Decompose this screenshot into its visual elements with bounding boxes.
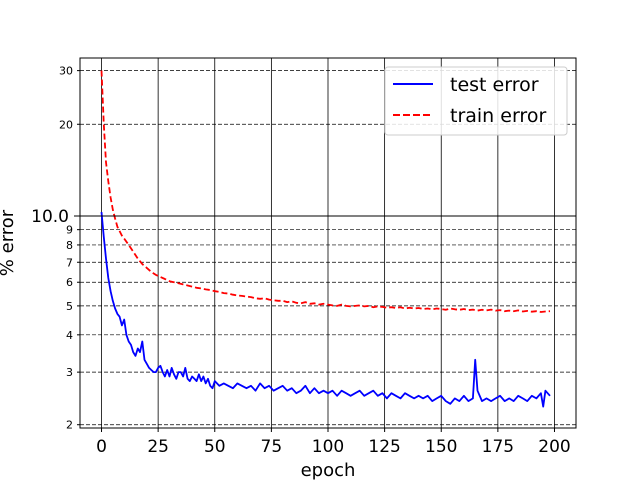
x-tick-label: 125: [368, 437, 400, 457]
x-tick-label: 175: [482, 437, 514, 457]
legend-train-label: train error: [450, 105, 546, 127]
y-tick-label: 9: [66, 224, 73, 237]
test-error-line: [100, 212, 551, 408]
train-error-line: [100, 70, 551, 313]
y-tick-label: 2: [66, 419, 73, 432]
tick-labels: 0 25 50 75 100 125 150 175 200 2 3 4 5 6 7 8 910.0 20 30: [31, 65, 571, 457]
x-axis-label: epoch: [301, 460, 356, 480]
y-tick-label-major: 10.0: [31, 207, 69, 227]
x-tick-label: 25: [147, 437, 169, 457]
y-tick-label: 8: [66, 239, 73, 252]
y-tick-label: 4: [66, 329, 73, 342]
x-tick-label: 50: [204, 437, 226, 457]
y-tick-label: 6: [66, 276, 73, 289]
x-tick-label: 150: [425, 437, 457, 457]
y-tick-label: 30: [59, 65, 73, 78]
y-tick-label: 20: [59, 118, 73, 131]
x-tick-label: 100: [312, 437, 344, 457]
y-tick-label: 3: [66, 366, 73, 379]
y-axis-label: % error: [0, 209, 18, 276]
x-tick-label: 200: [538, 437, 570, 457]
x-tick-label: 75: [261, 437, 283, 457]
y-tick-label: 7: [66, 256, 73, 269]
legend-test-label: test error: [450, 74, 539, 96]
series-layer: [100, 70, 551, 408]
legend: test error train error: [384, 66, 568, 136]
x-tick-label: 0: [96, 437, 107, 457]
y-tick-label: 5: [66, 300, 73, 313]
